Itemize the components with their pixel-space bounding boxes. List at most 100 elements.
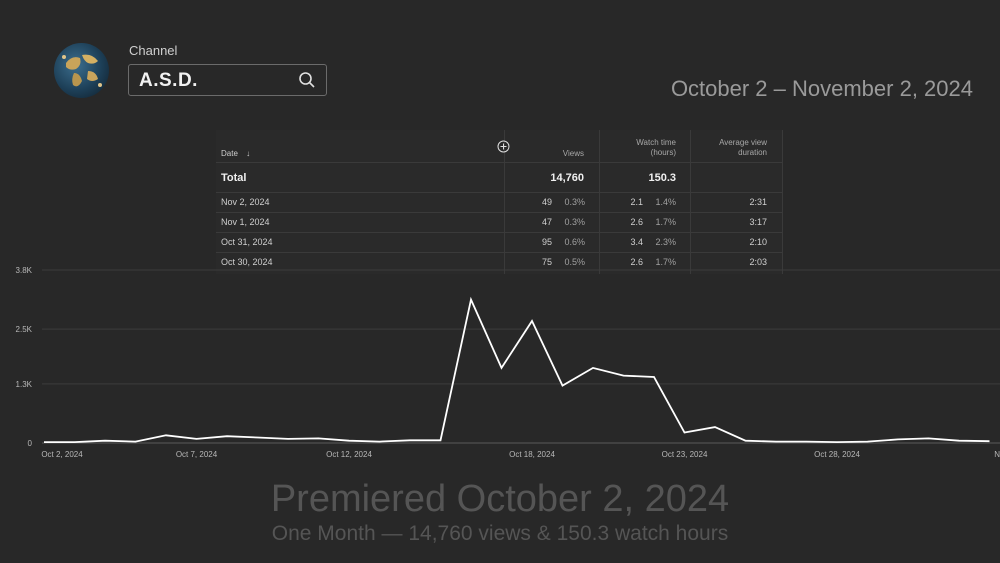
watch-time-header-line1: Watch time	[636, 138, 676, 147]
data-point[interactable]	[774, 439, 779, 444]
data-point[interactable]	[865, 439, 870, 444]
data-point[interactable]	[438, 438, 443, 443]
table-cell-date: Nov 2, 2024	[221, 197, 270, 207]
data-point[interactable]	[469, 297, 474, 302]
row-divider	[216, 252, 783, 253]
column-divider	[690, 130, 691, 274]
table-cell-views-pct: 0.3%	[564, 197, 585, 207]
y-tick-label: 3.8K	[16, 266, 33, 275]
avg-duration-column-header[interactable]: Average view duration	[696, 138, 767, 158]
data-point[interactable]	[713, 425, 718, 430]
data-point[interactable]	[896, 437, 901, 442]
data-point[interactable]	[164, 433, 169, 438]
watch-time-column-header[interactable]: Watch time (hours)	[606, 138, 676, 158]
table-cell-watch-pct: 1.7%	[655, 257, 676, 267]
channel-search-field[interactable]: A.S.D.	[128, 64, 327, 96]
data-point[interactable]	[621, 373, 626, 378]
data-point[interactable]	[72, 440, 77, 445]
data-point[interactable]	[743, 438, 748, 443]
row-divider	[216, 232, 783, 233]
table-cell-avg: 2:03	[749, 257, 767, 267]
data-point[interactable]	[42, 440, 47, 445]
watch-time-header-line2: (hours)	[650, 148, 676, 157]
table-cell-watch-pct: 1.4%	[655, 197, 676, 207]
data-point[interactable]	[591, 365, 596, 370]
data-point[interactable]	[133, 439, 138, 444]
table-cell-date: Oct 30, 2024	[221, 257, 273, 267]
column-divider	[782, 130, 783, 274]
column-divider	[504, 130, 505, 274]
data-point[interactable]	[194, 436, 199, 441]
data-point[interactable]	[225, 434, 230, 439]
data-point[interactable]	[377, 439, 382, 444]
analytics-table: Date ↓ Views Watch time (hours) Average …	[216, 130, 783, 274]
data-point[interactable]	[804, 439, 809, 444]
row-divider	[216, 192, 783, 193]
data-point[interactable]	[286, 436, 291, 441]
table-cell-views: 95	[541, 237, 552, 247]
add-column-icon[interactable]	[497, 140, 510, 153]
table-cell-avg: 2:31	[749, 197, 767, 207]
data-point[interactable]	[835, 440, 840, 445]
x-tick-label: Oct 7, 2024	[176, 450, 218, 459]
data-point[interactable]	[103, 438, 108, 443]
x-tick-label: Oct 23, 2024	[662, 450, 708, 459]
data-point[interactable]	[652, 374, 657, 379]
date-column-header[interactable]: Date ↓	[221, 149, 250, 158]
arrow-down-icon: ↓	[246, 149, 251, 158]
channel-label: Channel	[129, 43, 178, 58]
views-line-chart: 3.8K 2.5K 1.3K 0 Oct 2, 2024 Oct 7, 2024 Oct 1…	[16, 266, 1000, 459]
data-point[interactable]	[530, 318, 535, 323]
data-point[interactable]	[987, 439, 992, 444]
views-series-line	[44, 296, 990, 444]
table-cell-watch-pct: 2.3%	[655, 237, 676, 247]
table-cell-views-pct: 0.5%	[564, 257, 585, 267]
date-header-label: Date	[221, 149, 238, 158]
avg-header-line2: duration	[738, 148, 767, 157]
search-icon[interactable]	[298, 71, 316, 89]
table-cell-views: 47	[541, 217, 552, 227]
channel-name: A.S.D.	[139, 70, 198, 91]
avg-header-line1: Average view	[719, 138, 767, 147]
channel-avatar[interactable]	[54, 43, 109, 98]
data-point[interactable]	[499, 365, 504, 370]
x-tick-label: Oct 2, 2024	[41, 450, 83, 459]
table-cell-views-pct: 0.3%	[564, 217, 585, 227]
data-point[interactable]	[560, 383, 565, 388]
date-range-label: October 2 – November 2, 2024	[670, 76, 973, 101]
table-cell-watch: 2.6	[630, 217, 643, 227]
data-point[interactable]	[957, 438, 962, 443]
views-column-header[interactable]: Views	[562, 149, 584, 158]
table-cell-watch: 2.1	[630, 197, 643, 207]
y-tick-label: 2.5K	[16, 325, 33, 334]
table-cell-views-pct: 0.6%	[564, 237, 585, 247]
y-tick-label: 1.3K	[16, 380, 33, 389]
data-point[interactable]	[255, 435, 260, 440]
row-divider	[216, 212, 783, 213]
total-watch-time: 150.3	[648, 172, 676, 184]
table-cell-date: Nov 1, 2024	[221, 217, 270, 227]
row-divider	[216, 162, 783, 163]
table-cell-views: 75	[541, 257, 552, 267]
table-cell-watch: 2.6	[630, 257, 643, 267]
table-cell-date: Oct 31, 2024	[221, 237, 273, 247]
data-point[interactable]	[347, 438, 352, 443]
table-cell-watch: 3.4	[630, 237, 643, 247]
column-divider	[599, 130, 600, 274]
data-point[interactable]	[926, 436, 931, 441]
table-cell-views: 49	[541, 197, 552, 207]
x-tick-label: Oct 12, 2024	[326, 450, 372, 459]
premiere-subtitle: One Month — 14,760 views & 150.3 watch h…	[271, 522, 729, 545]
data-point[interactable]	[682, 430, 687, 435]
y-tick-label: 0	[28, 439, 33, 448]
data-point[interactable]	[408, 438, 413, 443]
data-point[interactable]	[316, 436, 321, 441]
table-cell-watch-pct: 1.7%	[655, 217, 676, 227]
x-tick-label: Oct 28, 2024	[814, 450, 860, 459]
globe-icon	[62, 54, 102, 87]
table-cell-avg: 2:10	[749, 237, 767, 247]
premiere-title: Premiered October 2, 2024	[270, 478, 730, 520]
total-views: 14,760	[550, 172, 584, 184]
table-cell-avg: 3:17	[749, 217, 767, 227]
x-tick-label: N	[994, 450, 1000, 459]
